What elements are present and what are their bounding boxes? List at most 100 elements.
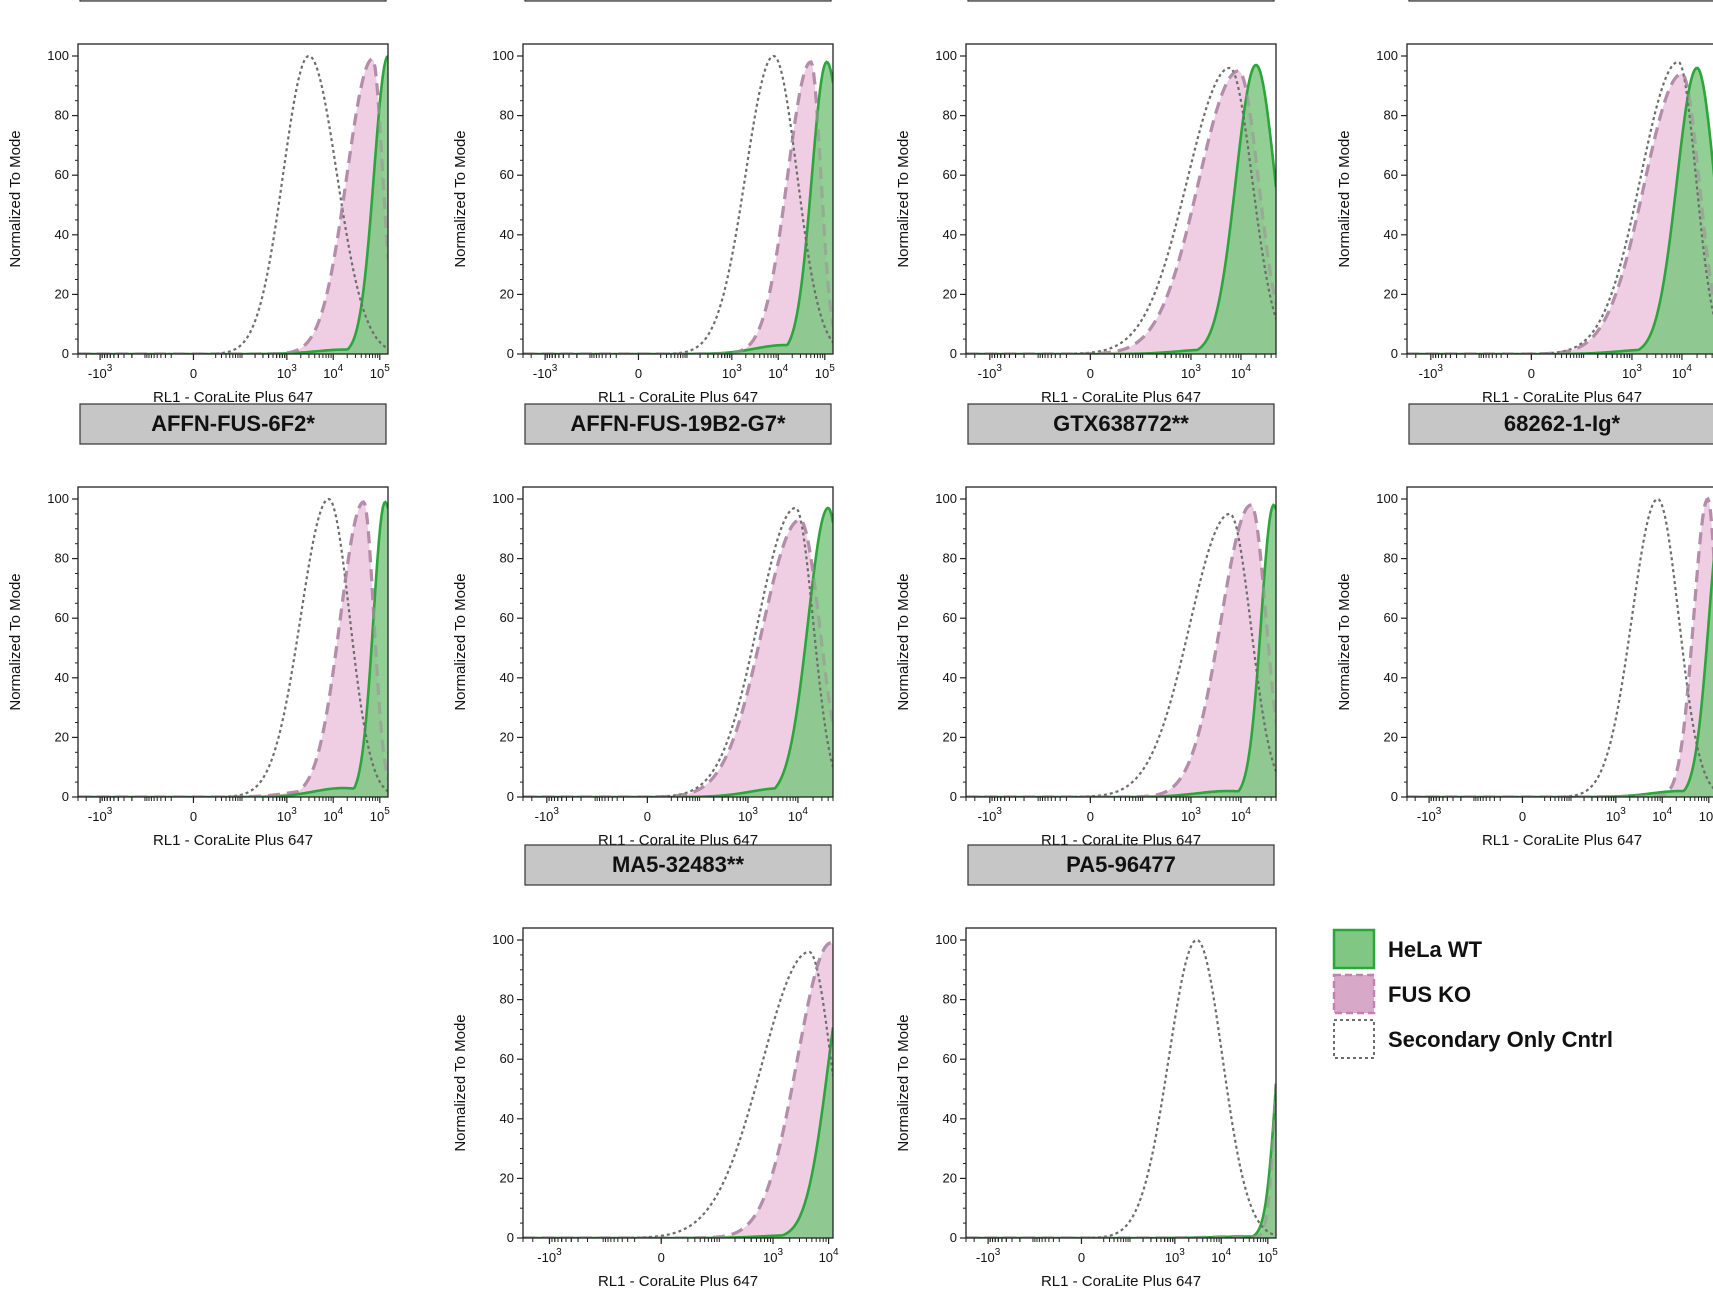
x-tick-label: -103 <box>978 363 1003 381</box>
y-tick-label: 80 <box>500 992 514 1007</box>
x-tick-label: 104 <box>1672 363 1692 381</box>
x-tick-label: -103 <box>978 806 1003 824</box>
legend: HeLa WT FUS KO Secondary Only Cntrl <box>1332 928 1613 1059</box>
series-fus-ko-overlay <box>523 518 833 797</box>
x-axis-label: RL1 - CoraLite Plus 647 <box>598 1273 758 1290</box>
plot-frame <box>522 927 834 1239</box>
x-tick-label: 0 <box>1528 366 1535 381</box>
legend-label-wt: HeLa WT <box>1388 937 1483 962</box>
series-group <box>966 938 1276 1238</box>
y-tick-label: 20 <box>55 729 69 744</box>
series-secondary-only-cntrl <box>966 66 1276 354</box>
series-fus-ko-fill <box>523 519 833 797</box>
y-tick-label: 0 <box>1391 789 1398 804</box>
x-tick-label: 0 <box>1078 1250 1085 1265</box>
panel-title-box <box>967 403 1275 445</box>
series-hela-wt-fill <box>523 507 833 797</box>
y-tick-label: 40 <box>55 227 69 242</box>
y-axis-label: Normalized To Mode <box>895 1014 912 1151</box>
y-axis-label: Normalized To Mode <box>7 573 24 710</box>
y-tick-label: 60 <box>943 610 957 625</box>
x-tick-label: 103 <box>1181 806 1201 824</box>
y-tick-label: 0 <box>1391 346 1398 361</box>
series-group <box>78 497 388 797</box>
panel-6: AFFN-FUS-19B2-G7* 0 20 40 60 80 100 -103 0 103 104… <box>452 403 834 849</box>
panel-8: 68262-1-Ig* 0 20 40 60 80 100 -103 0 103 104 105 RL1… <box>1336 403 1713 849</box>
y-tick-label: 20 <box>1384 729 1398 744</box>
legend-label-ctrl: Secondary Only Cntrl <box>1388 1027 1613 1052</box>
x-tick-label: 104 <box>819 1247 839 1265</box>
y-tick-label: 20 <box>55 286 69 301</box>
x-tick-label: 103 <box>1165 1247 1185 1265</box>
y-tick-label: 80 <box>943 551 957 566</box>
panel-title-box <box>79 403 387 445</box>
y-tick-label: 40 <box>500 670 514 685</box>
panel-title: AFFN-FUS-19B2-G7* <box>570 411 786 436</box>
panel-9: MA5-32483** 0 20 40 60 80 100 -103 0 103 104 RL1 - … <box>452 844 839 1290</box>
y-tick-label: 80 <box>500 551 514 566</box>
y-axis-label: Normalized To Mode <box>452 130 469 267</box>
x-axis-label: RL1 - CoraLite Plus 647 <box>1482 832 1642 849</box>
y-tick-label: 0 <box>950 789 957 804</box>
x-tick-label: 103 <box>1622 363 1642 381</box>
plot-frame <box>965 927 1277 1239</box>
y-tick-label: 60 <box>500 167 514 182</box>
y-tick-label: 80 <box>1384 108 1398 123</box>
x-tick-label: 103 <box>277 363 297 381</box>
legend-label-ko: FUS KO <box>1388 982 1471 1007</box>
panel-10: PA5-96477 0 20 40 60 80 100 -103 0 103 104 105 RL1 -… <box>895 844 1278 1290</box>
y-tick-label: 100 <box>492 48 514 63</box>
y-tick-label: 100 <box>1376 48 1398 63</box>
panel-title-box <box>524 403 832 445</box>
x-tick-label: 103 <box>722 363 742 381</box>
y-tick-label: 0 <box>507 346 514 361</box>
y-tick-label: 80 <box>55 551 69 566</box>
x-tick-label: 103 <box>763 1247 783 1265</box>
x-axis-label: RL1 - CoraLite Plus 647 <box>1041 1273 1201 1290</box>
panel-title-box <box>1408 403 1713 445</box>
series-hela-wt-fill <box>966 65 1276 354</box>
x-tick-label: -103 <box>88 363 113 381</box>
y-tick-label: 80 <box>943 108 957 123</box>
legend-swatch-ctrl <box>1333 1019 1375 1059</box>
series-fus-ko-fill <box>78 58 388 354</box>
series-secondary-only-cntrl <box>523 506 833 797</box>
y-axis-label: Normalized To Mode <box>1336 573 1353 710</box>
series-secondary-only-cntrl <box>1407 497 1713 797</box>
panel-title-box <box>967 844 1275 886</box>
series-fus-ko-fill <box>966 70 1276 354</box>
y-tick-label: 20 <box>500 286 514 301</box>
x-tick-label: 105 <box>370 363 390 381</box>
series-fus-ko-fill <box>523 943 833 1238</box>
y-tick-label: 40 <box>943 670 957 685</box>
panel-title-box <box>1408 0 1713 2</box>
y-tick-label: 20 <box>943 1170 957 1185</box>
series-fus-ko-line <box>966 1084 1276 1238</box>
y-tick-label: 40 <box>943 1111 957 1126</box>
series-hela-wt-fill <box>1407 568 1713 797</box>
series-fus-ko-overlay <box>1407 72 1713 354</box>
y-axis-label: Normalized To Mode <box>452 573 469 710</box>
series-secondary-only-cntrl <box>1407 60 1713 354</box>
x-axis-label: RL1 - CoraLite Plus 647 <box>598 389 758 406</box>
panel-title: 68262-1-Ig* <box>1504 411 1621 436</box>
legend-swatch-wt <box>1332 928 1376 970</box>
panel-title: AFFN-FUS-6F2* <box>151 411 315 436</box>
series-fus-ko-fill <box>966 1084 1276 1238</box>
y-axis-label: Normalized To Mode <box>895 130 912 267</box>
series-group <box>966 503 1276 797</box>
y-tick-label: 100 <box>1376 491 1398 506</box>
series-hela-wt-fill <box>523 1027 833 1238</box>
y-tick-label: 0 <box>950 346 957 361</box>
y-tick-label: 20 <box>500 729 514 744</box>
y-tick-label: 100 <box>47 491 69 506</box>
x-tick-label: 104 <box>323 363 343 381</box>
series-fus-ko-overlay <box>966 69 1276 354</box>
y-tick-label: 0 <box>507 1230 514 1245</box>
x-tick-label: 103 <box>738 806 758 824</box>
x-tick-label: 0 <box>190 809 197 824</box>
x-tick-label: 104 <box>1652 806 1672 824</box>
y-axis-label: Normalized To Mode <box>895 573 912 710</box>
panel-title: PA5-96477 <box>1066 852 1176 877</box>
